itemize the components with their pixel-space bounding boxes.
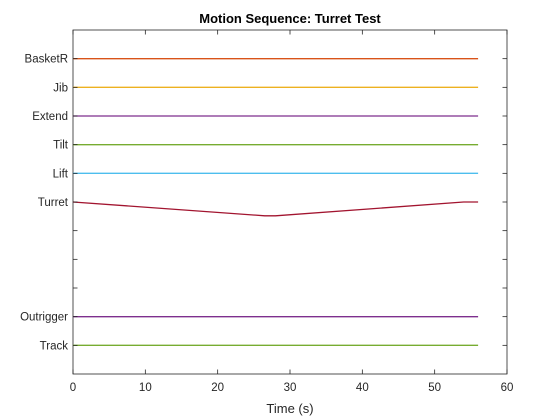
y-tick-label: Track: [40, 340, 69, 352]
y-tick-label: Outrigger: [20, 312, 68, 324]
y-tick-label: Jib: [53, 82, 68, 94]
x-tick-label: 30: [284, 382, 297, 394]
x-tick-label: 60: [501, 382, 514, 394]
x-tick-label: 40: [356, 382, 369, 394]
x-axis-label: Time (s): [266, 401, 313, 416]
series-layer: [72, 58, 479, 346]
y-axis-ticks: BasketR Jib Extend Tilt Lift Turret Outrigger T…: [20, 54, 507, 352]
x-tick-label: 50: [428, 382, 441, 394]
y-tick-label: Extend: [32, 111, 68, 123]
x-tick-label: 10: [139, 382, 152, 394]
x-tick-label: 0: [70, 382, 76, 394]
series-line-turret: [72, 201, 479, 217]
y-tick-label: Lift: [53, 168, 69, 180]
y-tick-label: BasketR: [25, 54, 68, 66]
plot-area: [72, 29, 508, 375]
y-tick-label: Tilt: [53, 140, 69, 152]
chart-title: Motion Sequence: Turret Test: [199, 11, 381, 26]
x-tick-label: 20: [211, 382, 224, 394]
y-tick-label: Turret: [38, 197, 69, 209]
x-axis-ticks: 0 10 20 30 40 50 60: [70, 30, 514, 394]
